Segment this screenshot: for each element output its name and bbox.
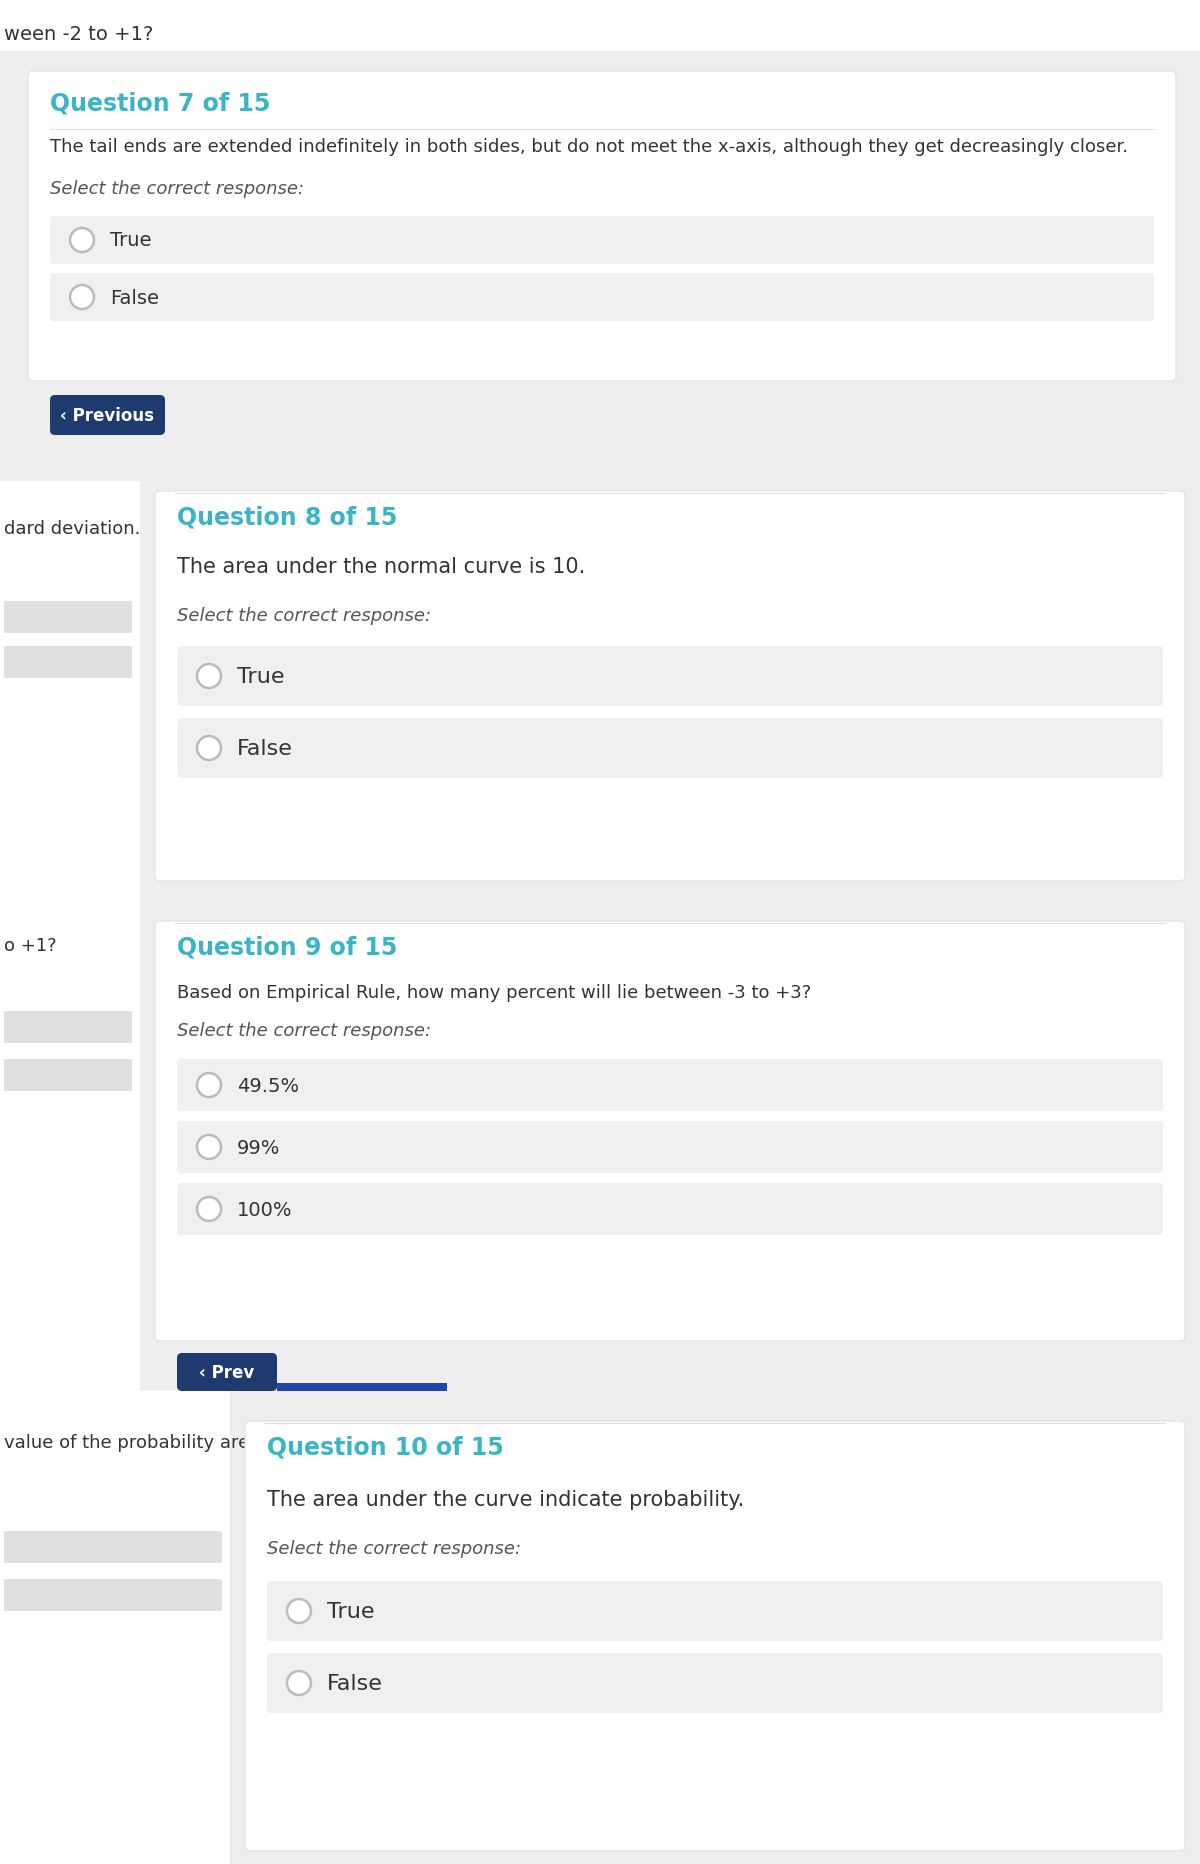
FancyBboxPatch shape [155,492,1186,882]
FancyBboxPatch shape [50,216,1154,265]
FancyBboxPatch shape [28,73,1176,382]
FancyBboxPatch shape [4,647,132,678]
Text: value of the probability area is: value of the probability area is [4,1433,281,1452]
Text: ‹ Previous: ‹ Previous [60,406,155,425]
Bar [0,0,1200,60]
Text: ween -2 to +1?: ween -2 to +1? [4,24,154,45]
Circle shape [287,1599,311,1624]
Text: ‹ Prev: ‹ Prev [199,1363,254,1381]
FancyBboxPatch shape [245,1420,1186,1851]
Bar [0,911,140,1391]
Bar [0,1391,230,1864]
Text: 49.5%: 49.5% [238,1076,299,1094]
FancyBboxPatch shape [4,1012,132,1044]
Bar [0,52,1200,481]
Circle shape [197,736,221,761]
FancyBboxPatch shape [178,647,1163,706]
FancyBboxPatch shape [50,395,166,436]
Circle shape [197,1197,221,1221]
FancyBboxPatch shape [266,1581,1163,1640]
Circle shape [197,1135,221,1159]
FancyBboxPatch shape [178,720,1163,779]
Text: Question 7 of 15: Question 7 of 15 [50,91,270,116]
FancyBboxPatch shape [178,1353,277,1391]
Circle shape [197,1074,221,1098]
Text: True: True [238,667,284,686]
Text: The area under the normal curve is 10.: The area under the normal curve is 10. [178,557,586,576]
Text: Select the correct response:: Select the correct response: [266,1540,521,1556]
Text: False: False [110,289,158,308]
Text: Select the correct response:: Select the correct response: [50,181,304,198]
FancyBboxPatch shape [178,1059,1163,1111]
FancyBboxPatch shape [178,1184,1163,1236]
Text: The area under the curve indicate probability.: The area under the curve indicate probab… [266,1489,744,1510]
Bar [0,481,140,911]
Bar [0,1391,1200,1864]
Bar [0,911,1200,1391]
Text: True: True [326,1601,374,1622]
Bar [277,1383,446,1391]
FancyBboxPatch shape [4,1059,132,1092]
FancyBboxPatch shape [4,602,132,634]
Text: Select the correct response:: Select the correct response: [178,1021,431,1040]
Text: Based on Empirical Rule, how many percent will lie between -3 to +3?: Based on Empirical Rule, how many percen… [178,984,811,1001]
Circle shape [70,285,94,309]
FancyBboxPatch shape [50,274,1154,322]
Text: True: True [110,231,151,250]
Text: Question 8 of 15: Question 8 of 15 [178,505,397,529]
Text: False: False [326,1674,383,1693]
Text: Question 9 of 15: Question 9 of 15 [178,936,397,960]
Circle shape [287,1672,311,1694]
Text: False: False [238,738,293,759]
Bar [0,481,1200,911]
FancyBboxPatch shape [4,1579,222,1610]
Text: Question 10 of 15: Question 10 of 15 [266,1435,504,1460]
FancyBboxPatch shape [4,1530,222,1564]
Text: 99%: 99% [238,1137,281,1158]
Text: Select the correct response:: Select the correct response: [178,606,431,624]
Text: dard deviation.: dard deviation. [4,520,140,537]
Circle shape [197,665,221,688]
Text: 100%: 100% [238,1200,293,1219]
FancyBboxPatch shape [155,921,1186,1342]
Text: The tail ends are extended indefinitely in both sides, but do not meet the x-axi: The tail ends are extended indefinitely … [50,138,1128,157]
FancyBboxPatch shape [178,1122,1163,1172]
Text: o +1?: o +1? [4,936,56,954]
Circle shape [70,229,94,254]
FancyBboxPatch shape [266,1653,1163,1713]
